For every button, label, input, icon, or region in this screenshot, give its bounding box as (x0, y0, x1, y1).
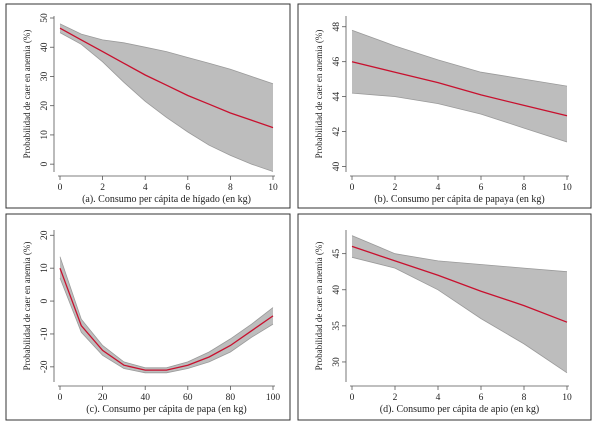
prediction-line (59, 27, 274, 129)
y-tick-label: 30 (40, 71, 50, 81)
y-tick-label: 0 (40, 162, 50, 167)
x-tick-label: 8 (228, 183, 233, 193)
x-tick-label: 4 (436, 393, 441, 403)
y-tick-label: 10 (40, 130, 50, 140)
y-tick-label: 20 (40, 230, 50, 240)
band-lower-edge (59, 32, 274, 172)
confidence-band (352, 30, 567, 143)
chart-panel-3: 0 20 40 60 80 100 -20 -10 0 10 20 Probabilidad de c… (5, 213, 291, 421)
chart-panel-4: 0 2 4 6 8 10 30 35 40 45 Probabilidad de caer en a… (297, 213, 592, 421)
panel-border (5, 213, 291, 421)
x-tick-label: 100 (266, 393, 281, 403)
y-axis-title: Probabilidad de caer en anemia (%) (314, 242, 324, 371)
prediction-line (351, 245, 568, 323)
panel-border (297, 213, 592, 421)
prediction-line (59, 267, 274, 371)
band-upper-edge (59, 256, 274, 369)
band-lower-edge (351, 256, 568, 374)
panel-caption: (b). Consumo per cápita de papaya (en kg… (374, 194, 545, 205)
panel-caption: (c). Consumo per cápita de papa (en kg) (86, 404, 247, 415)
y-tick-label: 10 (40, 263, 50, 273)
y-tick-label: 44 (332, 92, 342, 102)
band-lower-edge (351, 92, 568, 143)
x-tick-label: 80 (226, 393, 236, 403)
x-tick-label: 0 (350, 183, 355, 193)
x-tick-label: 8 (522, 393, 527, 403)
x-tick-label: 6 (185, 183, 190, 193)
x-tick-label: 10 (562, 183, 572, 193)
y-tick-label: 42 (332, 127, 342, 137)
prediction-line (351, 61, 568, 117)
x-tick-label: 10 (562, 393, 572, 403)
y-tick-label: 20 (40, 101, 50, 111)
band-upper-edge (59, 23, 274, 85)
x-tick-label: 2 (393, 183, 398, 193)
x-tick-label: 6 (479, 183, 484, 193)
x-tick-label: 0 (58, 393, 63, 403)
x-tick-label: 2 (100, 183, 105, 193)
confidence-band (60, 23, 273, 172)
y-tick-label: 35 (332, 321, 342, 331)
panel-border (5, 3, 291, 209)
y-tick-label: 0 (40, 298, 50, 303)
band-upper-edge (351, 235, 568, 273)
y-tick-label: 45 (332, 249, 342, 259)
x-tick-label: 20 (98, 393, 108, 403)
panel-caption: (a). Consumo per cápita de hígado (en kg… (82, 194, 251, 205)
x-tick-label: 8 (522, 183, 527, 193)
y-axis-title: Probabilidad de caer en anemia (%) (22, 30, 32, 159)
x-tick-label: 10 (268, 183, 278, 193)
y-tick-label: 30 (332, 357, 342, 367)
x-tick-label: 4 (143, 183, 148, 193)
confidence-band (352, 235, 567, 373)
x-tick-label: 40 (140, 393, 150, 403)
panel-border (297, 3, 592, 209)
x-tick-label: 0 (58, 183, 63, 193)
y-tick-label: 46 (332, 57, 342, 67)
y-tick-label: 40 (332, 162, 342, 172)
band-lower-edge (59, 277, 274, 374)
y-tick-label: 50 (40, 13, 50, 23)
x-tick-label: 60 (183, 393, 193, 403)
chart-panel-1: 0 2 4 6 8 10 0 10 20 30 40 50 Probabilidad de caer e… (5, 3, 291, 209)
y-tick-label: -20 (40, 360, 50, 373)
y-tick-label: 40 (40, 42, 50, 52)
x-tick-label: 2 (393, 393, 398, 403)
panel-caption: (d). Consumo per cápita de apio (en kg) (380, 404, 539, 415)
y-axis-title: Probabilidad de caer en anemia (%) (22, 242, 32, 371)
x-tick-label: 6 (479, 393, 484, 403)
y-axis-title: Probabilidad de caer en anemia (%) (314, 30, 324, 159)
y-tick-label: 48 (332, 22, 342, 32)
band-upper-edge (351, 29, 568, 87)
x-tick-label: 0 (350, 393, 355, 403)
x-tick-label: 4 (436, 183, 441, 193)
y-tick-label: -10 (40, 327, 50, 340)
y-tick-label: 40 (332, 285, 342, 295)
